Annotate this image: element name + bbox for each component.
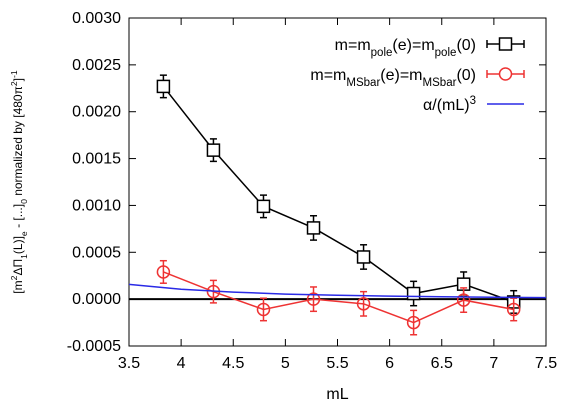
text-fragment: m=m xyxy=(335,37,371,54)
data-point-circle xyxy=(356,297,371,311)
series-line xyxy=(162,85,514,303)
data-point-circle xyxy=(256,302,271,317)
y-tick-label: 0.0020 xyxy=(72,104,121,121)
y-axis-label: [m2ΔΠ1(L)]e - [...]0 normalized by [480π… xyxy=(9,70,29,294)
y-tick-label: 0.0005 xyxy=(72,244,121,261)
data-point-square xyxy=(256,199,271,214)
text-fragment: 3 xyxy=(470,95,476,107)
y-tick-label: 0.0000 xyxy=(72,291,121,308)
text-fragment: (0) xyxy=(456,37,476,54)
data-point-square xyxy=(406,286,421,301)
x-tick-label: 6 xyxy=(385,355,394,372)
text-fragment: (0) xyxy=(456,67,476,84)
text-fragment: 1 xyxy=(19,254,29,259)
text-fragment: α/(mL) xyxy=(423,97,470,114)
x-axis-label: mL xyxy=(326,386,348,403)
x-tick-label: 3.5 xyxy=(118,355,140,372)
data-point-circle xyxy=(156,265,171,279)
text-fragment: ] xyxy=(11,78,25,81)
legend-square-marker xyxy=(498,37,513,51)
y-tick-label: 0.0025 xyxy=(72,57,121,74)
text-fragment: -1 xyxy=(9,70,19,78)
y-tick-label: 0.0015 xyxy=(72,151,121,168)
text-fragment: e xyxy=(19,231,29,236)
y-tick-label: 0.0030 xyxy=(72,10,121,27)
data-point-circle xyxy=(506,302,521,317)
series-line xyxy=(163,271,514,324)
data-point-circle xyxy=(406,315,421,330)
text-fragment: pole xyxy=(435,47,457,59)
legend-label: m=mpole(e)=mpole(0) xyxy=(335,37,476,59)
x-tick-label: 4.5 xyxy=(222,355,244,372)
x-tick-label: 4 xyxy=(177,355,186,372)
y-tick-label: -0.0005 xyxy=(67,338,121,355)
x-tick-label: 7.5 xyxy=(535,355,557,372)
data-point-square xyxy=(356,250,371,264)
text-fragment: ΔΠ xyxy=(11,259,25,276)
text-fragment: m=m xyxy=(310,67,346,84)
text-fragment: 0 xyxy=(19,199,29,204)
model-curve xyxy=(128,283,547,299)
series-2 xyxy=(128,283,547,299)
y-tick-label: 0.0010 xyxy=(72,197,121,214)
data-point-square xyxy=(156,79,171,94)
legend-label: α/(mL)3 xyxy=(423,95,476,114)
data-point-square xyxy=(306,221,321,235)
text-fragment: - [...] xyxy=(11,204,25,231)
text-fragment: (L)] xyxy=(11,236,25,254)
x-tick-label: 6.5 xyxy=(431,355,453,372)
series-1 xyxy=(156,259,521,336)
legend-label: m=mMSbar(e)=mMSbar(0) xyxy=(310,67,476,89)
legend-circle-marker xyxy=(498,67,513,81)
text-fragment: 2 xyxy=(9,81,19,86)
data-point-circle xyxy=(306,292,321,306)
text-fragment: MSbar xyxy=(346,77,380,89)
text-fragment: pole xyxy=(371,47,393,59)
x-tick-label: 5 xyxy=(281,355,290,372)
text-fragment: (e)=m xyxy=(380,67,422,84)
data-point-circle xyxy=(456,293,471,307)
x-tick-label: 7 xyxy=(489,355,498,372)
text-fragment: [m xyxy=(11,280,25,293)
series-0 xyxy=(156,74,521,314)
data-point-square xyxy=(206,143,221,157)
text-fragment: (e)=m xyxy=(392,37,434,54)
legend: m=mpole(e)=mpole(0)m=mMSbar(e)=mMSbar(0)… xyxy=(310,37,525,114)
text-fragment: MSbar xyxy=(423,77,457,89)
text-fragment: normalized by [480π xyxy=(11,86,25,199)
x-tick-label: 5.5 xyxy=(326,355,348,372)
text-fragment: 2 xyxy=(9,275,19,280)
